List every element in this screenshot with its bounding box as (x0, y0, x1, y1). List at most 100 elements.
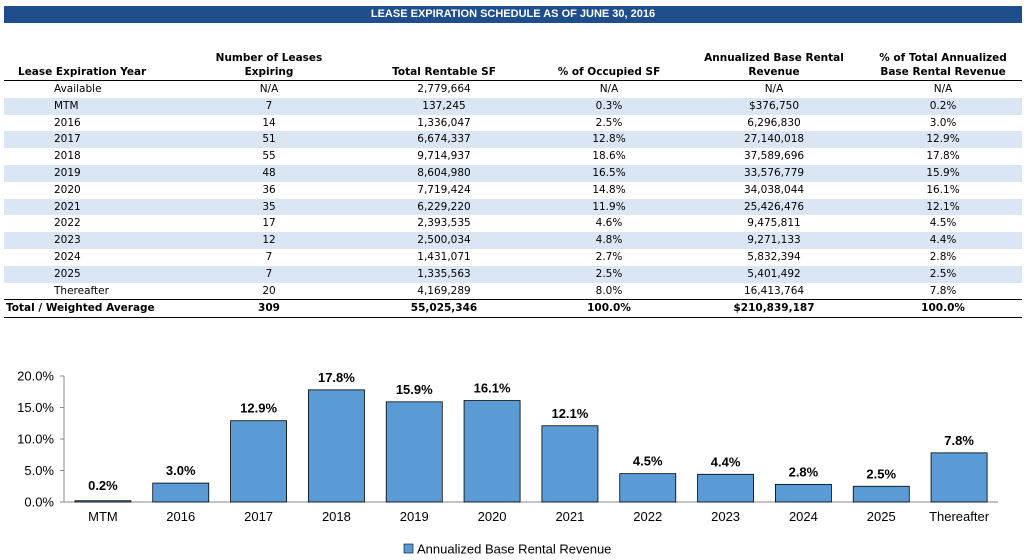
table-cell: 3.0% (929, 116, 957, 129)
data-label: 2.8% (789, 464, 819, 479)
x-tick-label: 2021 (555, 509, 584, 524)
bar (307, 389, 365, 503)
table-cell: 4.4% (864, 232, 1023, 249)
table-cell: 7 (184, 265, 354, 283)
table-cell: 35 (184, 198, 354, 216)
lease-table-container: LEASE EXPIRATION SCHEDULE AS OF JUNE 30,… (4, 6, 1023, 319)
table-cell: 48 (184, 164, 354, 182)
y-tick-label: 0.0% (24, 495, 54, 510)
data-label: 4.4% (711, 454, 741, 469)
data-label: 15.9% (396, 382, 433, 397)
table-cell: 5,401,492 (684, 265, 864, 283)
y-tick-label: 20.0% (17, 369, 54, 384)
x-tick-label: 2019 (400, 509, 429, 524)
table-row: 2021 35 6,229,220 11.9% 25,426,476 12.1% (4, 198, 1023, 216)
x-tick-label: 2017 (244, 509, 273, 524)
table-cell: 0.3% (534, 97, 684, 115)
table-cell: 2025 (4, 265, 184, 283)
table-header-row: Lease Expiration Year Number of Leases Exp… (4, 49, 1023, 81)
data-label: 3.0% (166, 463, 196, 478)
bar (541, 425, 599, 503)
table-cell: 8,604,980 (354, 164, 534, 182)
y-tick-label: 5.0% (24, 463, 54, 478)
table-cell: 1,336,047 (417, 116, 471, 129)
revenue-bar-chart: 0.0% 5.0% 10.0% 15.0% 20.0% 0.2% MTM 3.0% 2016 12… (17, 369, 998, 557)
table-cell: 6,674,337 (354, 131, 534, 149)
x-tick-label: 2025 (867, 509, 896, 524)
x-tick-label: 2022 (633, 509, 662, 524)
x-tick-label: 2018 (322, 509, 351, 524)
table-cell: 7 (184, 97, 354, 115)
column-header: Lease Expiration Year (4, 49, 184, 81)
table-cell: 8.0% (595, 284, 623, 297)
table-row: 2022 17 2,393,535 4.6% 9,475,811 4.5% (4, 215, 1022, 232)
table-cell: 15.9% (864, 164, 1023, 182)
table-cell: 16.5% (534, 164, 684, 182)
table-cell: 5,832,394 (747, 250, 801, 263)
legend-label: Annualized Base Rental Revenue (417, 542, 611, 557)
column-header-line: Number of Leases (215, 52, 323, 64)
table-cell: 20 (262, 284, 276, 297)
data-label: 4.5% (633, 454, 663, 469)
total-cell: 100.0% (864, 299, 1023, 319)
bar (852, 485, 910, 503)
bar (385, 401, 443, 503)
table-cell: 7.8% (929, 284, 957, 297)
table-cell: 137,245 (354, 97, 534, 115)
table-cell: 2018 (54, 150, 81, 163)
y-tick-label: 10.0% (17, 432, 54, 447)
table-row: 2016 14 1,336,047 2.5% 6,296,830 3.0% (4, 115, 1022, 132)
data-label: 7.8% (944, 433, 974, 448)
table-cell: 2.5% (595, 116, 623, 129)
column-header: % of Total Annualized Base Rental Revenue (864, 49, 1023, 81)
table-cell: 2,779,664 (417, 83, 471, 95)
table-cell: 0.2% (864, 97, 1023, 115)
table-cell: 2017 (4, 131, 184, 149)
table-cell: 6,296,830 (747, 116, 801, 129)
table-title: LEASE EXPIRATION SCHEDULE AS OF JUNE 30,… (4, 6, 1022, 23)
table-row: 2017 51 6,674,337 12.8% 27,140,018 12.9% (4, 131, 1023, 149)
x-tick-label: 2024 (789, 509, 818, 524)
total-cell: 309 (184, 299, 354, 319)
table-cell: 34,038,044 (743, 183, 805, 196)
total-cell: $210,839,187 (684, 299, 864, 319)
table-cell: 2.7% (595, 250, 623, 263)
column-header-line: Base Rental Revenue (880, 66, 1006, 78)
table-cell: 1,431,071 (417, 250, 471, 263)
data-label: 2.5% (866, 466, 896, 481)
table-cell: 2,500,034 (354, 232, 534, 249)
data-label: 12.9% (240, 401, 277, 416)
column-header-line: % of Total Annualized (879, 52, 1007, 64)
y-tick-label: 15.0% (17, 400, 54, 415)
legend-swatch (403, 543, 414, 554)
table-row: 2018 55 9,714,937 18.6% 37,589,696 17.8% (4, 148, 1022, 165)
table-cell: N/A (933, 83, 953, 95)
table-cell: 16.1% (926, 183, 960, 196)
bar (774, 483, 832, 503)
table-cell: 7 (265, 250, 273, 263)
table-row: 2020 36 7,719,424 14.8% 34,038,044 16.1% (4, 182, 1022, 199)
table-cell: 2.8% (929, 250, 957, 263)
table-cell: 14.8% (592, 183, 626, 196)
table-cell: N/A (764, 83, 784, 95)
table-cell: 7,719,424 (417, 183, 471, 196)
table-cell: 4.6% (595, 217, 623, 230)
bar (463, 400, 521, 503)
table-cell: 2022 (54, 217, 81, 230)
table-cell: MTM (4, 97, 184, 115)
table-cell: 9,714,937 (417, 150, 471, 163)
column-header-line: Lease Expiration Year (18, 66, 147, 78)
table-cell: N/A (259, 83, 279, 95)
x-tick-label: MTM (88, 509, 118, 524)
table-cell: 25,426,476 (684, 198, 864, 216)
column-header: Total Rentable SF (354, 49, 534, 81)
x-tick-label: 2023 (711, 509, 740, 524)
bar (152, 482, 210, 503)
column-header: % of Occupied SF (534, 49, 684, 81)
table-cell: 2.5% (864, 265, 1023, 283)
bar (230, 420, 288, 503)
table-cell: 14 (262, 116, 276, 129)
table-row: MTM 7 137,245 0.3% $376,750 0.2% (4, 97, 1023, 115)
table-row: 2025 7 1,335,563 2.5% 5,401,492 2.5% (4, 265, 1023, 283)
table-cell: 2.5% (534, 265, 684, 283)
